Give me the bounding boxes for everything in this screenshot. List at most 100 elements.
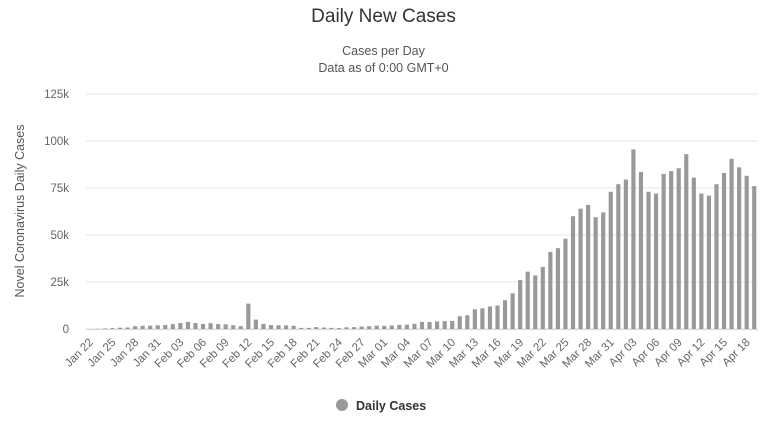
bar[interactable]: [616, 184, 621, 329]
bar[interactable]: [442, 321, 447, 329]
bar[interactable]: [721, 172, 727, 329]
bar[interactable]: [321, 327, 326, 330]
bar[interactable]: [412, 323, 417, 329]
bar[interactable]: [608, 191, 613, 329]
chart-subtitle-line-2: Data as of 0:00 GMT+0: [318, 61, 449, 75]
bar[interactable]: [276, 325, 281, 329]
bar[interactable]: [299, 327, 304, 329]
bar[interactable]: [646, 191, 651, 329]
bar[interactable]: [525, 271, 530, 329]
bar[interactable]: [684, 154, 689, 329]
bar[interactable]: [669, 171, 674, 329]
bar[interactable]: [155, 325, 160, 329]
bar[interactable]: [676, 168, 681, 329]
bar[interactable]: [472, 309, 477, 329]
bar[interactable]: [563, 238, 568, 329]
bar[interactable]: [246, 303, 251, 329]
bar[interactable]: [367, 326, 372, 329]
bar[interactable]: [631, 149, 636, 329]
bar[interactable]: [193, 322, 198, 329]
bar[interactable]: [533, 275, 538, 329]
bar[interactable]: [548, 251, 553, 329]
bar[interactable]: [419, 321, 425, 329]
bar[interactable]: [284, 325, 289, 329]
bar[interactable]: [336, 328, 342, 329]
bar[interactable]: [450, 320, 455, 329]
bar[interactable]: [601, 212, 606, 329]
bar[interactable]: [351, 327, 357, 329]
bar[interactable]: [231, 325, 236, 329]
bar[interactable]: [427, 322, 432, 329]
bar[interactable]: [661, 173, 666, 329]
bar[interactable]: [110, 328, 115, 329]
bar[interactable]: [744, 175, 749, 329]
bar[interactable]: [487, 306, 493, 329]
bar[interactable]: [389, 325, 394, 329]
bar[interactable]: [404, 324, 409, 329]
bar[interactable]: [510, 293, 515, 329]
bar[interactable]: [344, 327, 349, 329]
bar[interactable]: [623, 179, 628, 329]
bar[interactable]: [457, 316, 462, 329]
y-tick-label: 125k: [44, 89, 69, 101]
bar[interactable]: [578, 208, 583, 329]
bar[interactable]: [638, 172, 644, 329]
chart-title: Daily New Cases: [311, 6, 456, 27]
bar[interactable]: [586, 204, 591, 329]
y-tick-label: 100k: [44, 136, 69, 148]
bar[interactable]: [163, 325, 168, 329]
bar[interactable]: [140, 325, 145, 329]
bar[interactable]: [178, 322, 183, 329]
bar[interactable]: [397, 324, 402, 329]
y-tick-label: 50k: [50, 230, 69, 242]
bar[interactable]: [359, 326, 364, 329]
y-tick-label: 75k: [50, 183, 69, 195]
legend-marker-daily-cases[interactable]: [336, 399, 348, 411]
bar[interactable]: [502, 300, 508, 329]
bar[interactable]: [593, 217, 598, 329]
bar[interactable]: [314, 327, 319, 329]
chart-subtitle-line-1: Cases per Day: [342, 44, 425, 58]
legend[interactable]: Daily Cases: [336, 399, 426, 413]
y-tick-label: 0: [63, 324, 69, 336]
bar[interactable]: [752, 186, 757, 329]
bar[interactable]: [185, 321, 191, 329]
bar[interactable]: [133, 326, 138, 329]
bar[interactable]: [495, 305, 500, 330]
bar[interactable]: [238, 326, 243, 329]
bar[interactable]: [117, 327, 123, 329]
legend-label-daily-cases[interactable]: Daily Cases: [356, 399, 426, 413]
bar[interactable]: [148, 325, 153, 329]
bar[interactable]: [223, 324, 228, 329]
bar[interactable]: [102, 328, 107, 329]
bar[interactable]: [714, 184, 719, 329]
bar[interactable]: [125, 327, 130, 330]
bar[interactable]: [691, 177, 696, 329]
bar[interactable]: [555, 248, 560, 329]
bar[interactable]: [480, 308, 485, 329]
bar[interactable]: [699, 193, 704, 329]
bar[interactable]: [653, 193, 659, 329]
bar[interactable]: [253, 319, 258, 329]
bar[interactable]: [706, 195, 711, 329]
bar[interactable]: [737, 167, 742, 329]
bar[interactable]: [208, 323, 213, 329]
bar[interactable]: [570, 216, 576, 329]
bar[interactable]: [306, 327, 311, 329]
bar[interactable]: [518, 280, 523, 329]
bar[interactable]: [374, 325, 379, 329]
bar[interactable]: [382, 325, 387, 329]
bar[interactable]: [268, 325, 274, 329]
bar[interactable]: [291, 325, 296, 329]
bar[interactable]: [170, 324, 175, 329]
bar[interactable]: [216, 324, 221, 329]
bar[interactable]: [329, 327, 334, 329]
bar[interactable]: [729, 158, 734, 329]
bar[interactable]: [435, 321, 440, 329]
bar[interactable]: [540, 266, 545, 329]
bar[interactable]: [200, 323, 206, 329]
bar[interactable]: [261, 323, 266, 329]
y-tick-label: 25k: [50, 277, 69, 289]
bar[interactable]: [465, 315, 470, 329]
